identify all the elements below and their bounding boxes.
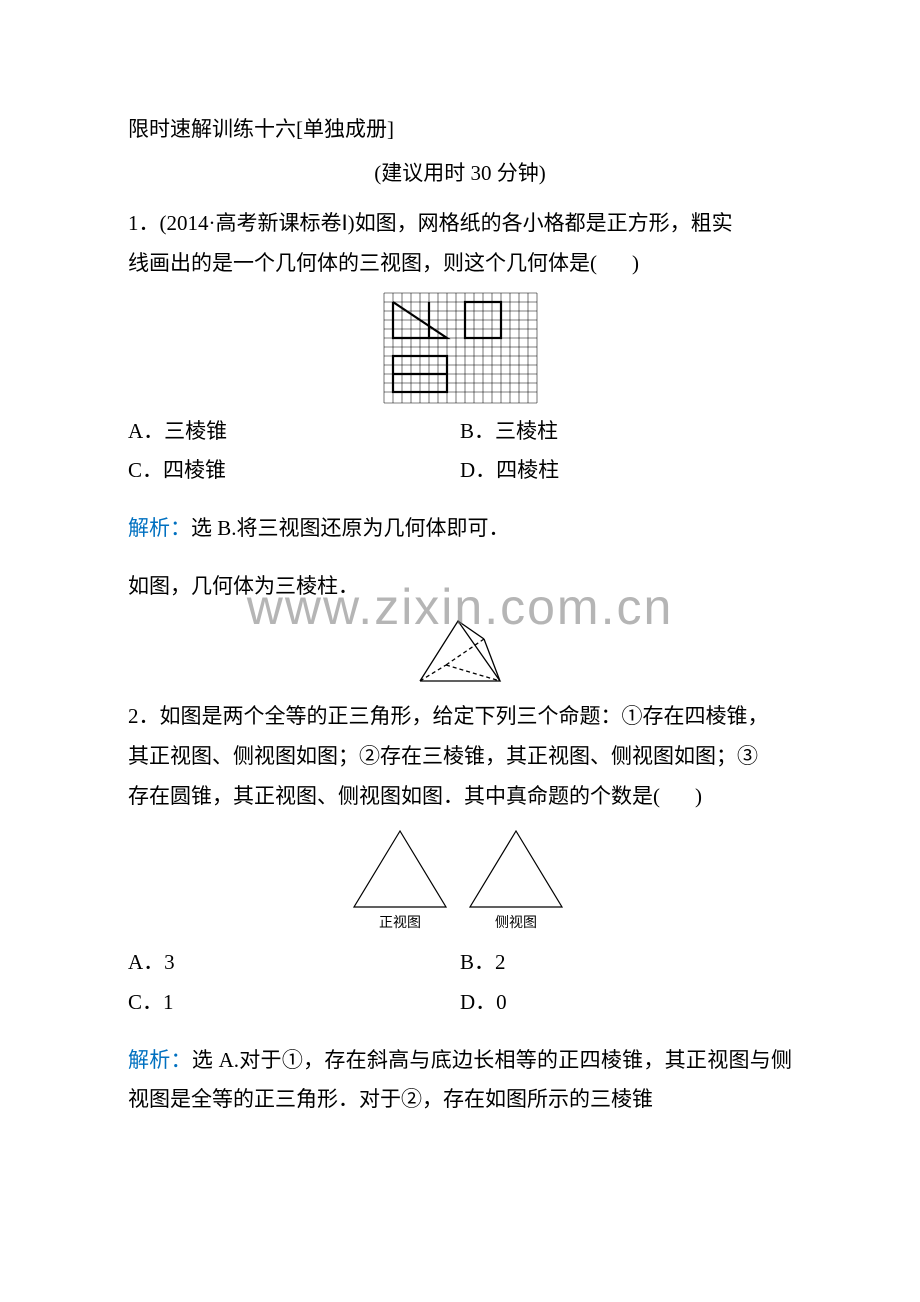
page-title: 限时速解训练十六[单独成册] [128, 110, 792, 150]
q1-sol-text2: 如图，几何体为三棱柱． [128, 574, 359, 598]
title-bracket-close: ] [387, 117, 394, 141]
q2-paren-space [660, 784, 695, 808]
title-bracket-open: [ [296, 117, 303, 141]
two-triangles-icon: 正视图 侧视图 [340, 825, 580, 935]
q2-line1: 2．如图是两个全等的正三角形，给定下列三个命题：①存在四棱锥， [128, 697, 792, 737]
q1-optD: D．四棱柱 [460, 451, 792, 491]
q2-body1: 如图是两个全等的正三角形，给定下列三个命题：①存在四棱锥， [160, 704, 769, 728]
q1-optA: A．三棱锥 [128, 412, 460, 452]
q1-solution-line1: 解析：选 B.将三视图还原为几何体即可． [128, 509, 792, 549]
three-view-grid-icon [383, 292, 538, 404]
q1-line2: 线画出的是一个几何体的三视图，则这个几何体是( ) [128, 244, 792, 284]
side-view-label: 侧视图 [495, 915, 537, 931]
q1-prism-figure [128, 615, 792, 689]
q1-body2: 线画出的是一个几何体的三视图，则这个几何体是( [128, 251, 597, 275]
q1-body1: 如图，网格纸的各小格都是正方形，粗实 [355, 211, 733, 235]
solution-label: 解析： [128, 516, 191, 540]
q2-body3: 存在圆锥，其正视图、侧视图如图．其中真命题的个数是( [128, 784, 660, 808]
q2-number: 2． [128, 704, 160, 728]
front-view-label: 正视图 [379, 915, 421, 931]
q2-optD: D．0 [460, 983, 792, 1023]
title-prefix: 限时速解训练十六 [128, 117, 296, 141]
q2-optB: B．2 [460, 943, 792, 983]
q1-line1: 1．(2014·高考新课标卷Ⅰ)如图，网格纸的各小格都是正方形，粗实 [128, 204, 792, 244]
q1-solution-line2: 如图，几何体为三棱柱． [128, 567, 792, 607]
q2-sol-text: 选 A.对于①，存在斜高与底边长相等的正四棱锥，其正视图与侧视图是全等的正三角形… [128, 1048, 792, 1112]
q1-options-row1: A．三棱锥 B．三棱柱 [128, 412, 792, 452]
q2-solution: 解析：选 A.对于①，存在斜高与底边长相等的正四棱锥，其正视图与侧视图是全等的正… [128, 1041, 792, 1121]
q1-figure-grid [128, 292, 792, 404]
title-bracket-text: 单独成册 [303, 117, 387, 141]
q1-source: (2014·高考新课标卷Ⅰ) [160, 211, 355, 235]
q1-optB: B．三棱柱 [460, 412, 792, 452]
solution-label-2: 解析： [128, 1048, 192, 1072]
q1-optC: C．四棱锥 [128, 451, 460, 491]
q1-options-row2: C．四棱锥 D．四棱柱 [128, 451, 792, 491]
q1-number: 1． [128, 211, 160, 235]
q2-options-row2: C．1 D．0 [128, 983, 792, 1023]
q1-body2-end: ) [632, 251, 639, 275]
q1-paren-space [597, 251, 632, 275]
q2-line2: 其正视图、侧视图如图；②存在三棱锥，其正视图、侧视图如图；③ [128, 737, 792, 777]
q2-line3: 存在圆锥，其正视图、侧视图如图．其中真命题的个数是( ) [128, 777, 792, 817]
q2-optA: A．3 [128, 943, 460, 983]
subtitle: (建议用时 30 分钟) [128, 154, 792, 194]
q2-triangles-figure: 正视图 侧视图 [128, 825, 792, 935]
q2-options-row1: A．3 B．2 [128, 943, 792, 983]
q1-sol-text1: 选 B.将三视图还原为几何体即可． [191, 516, 510, 540]
q2-optC: C．1 [128, 983, 460, 1023]
q2-body3-end: ) [695, 784, 702, 808]
triangular-prism-icon [414, 615, 506, 689]
